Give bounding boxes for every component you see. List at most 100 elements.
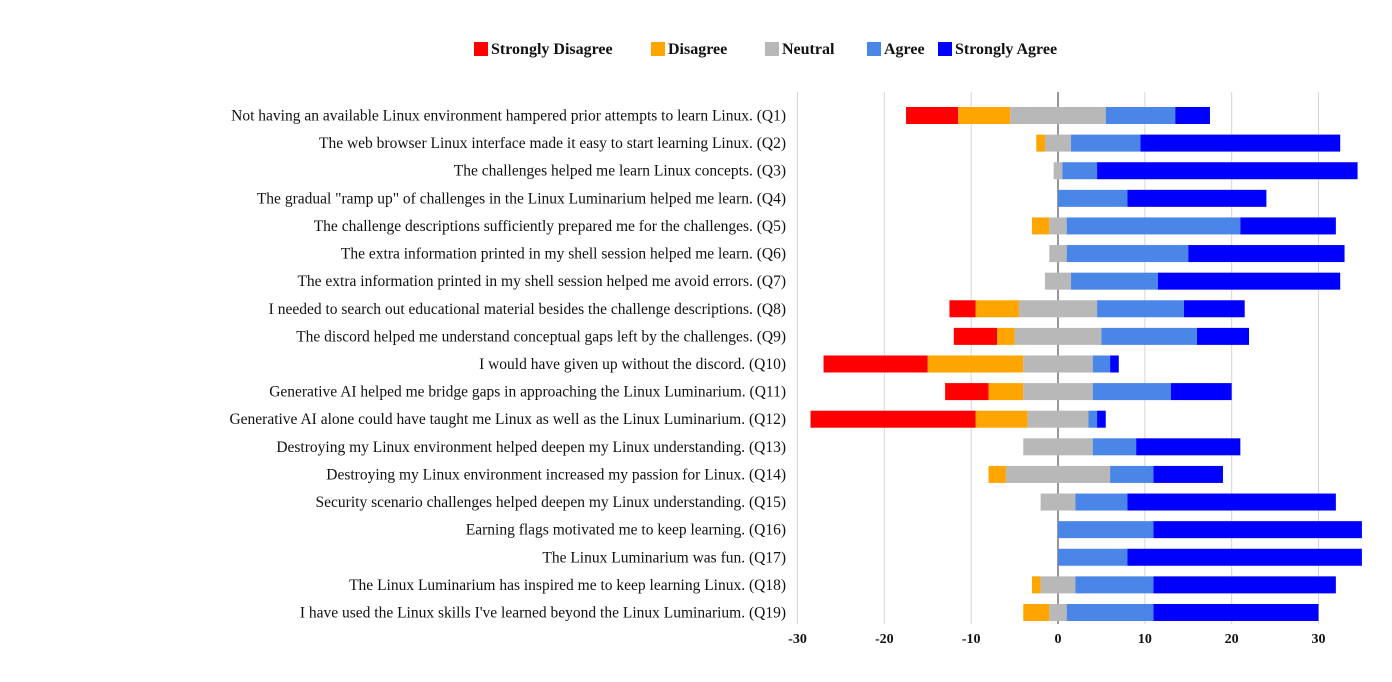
bar-q18-disagree bbox=[1031, 576, 1041, 594]
bar-q4-agree bbox=[1058, 189, 1128, 207]
bar-q8-strongly-disagree bbox=[949, 300, 976, 318]
x-axis-tick-labels: -30 -20 -10 0 10 20 30 bbox=[788, 632, 1325, 647]
bar-q6-agree bbox=[1066, 245, 1189, 263]
bar-q9-neutral bbox=[1014, 327, 1102, 345]
category-label-q8: I needed to search out educational mater… bbox=[269, 301, 786, 318]
legend-label-disagree: Disagree bbox=[668, 41, 727, 58]
bar-q14-strongly-agree bbox=[1153, 465, 1223, 483]
legend-label-strongly-disagree: Strongly Disagree bbox=[491, 41, 613, 58]
bar-q10-neutral bbox=[1023, 355, 1093, 373]
bar-q6-neutral bbox=[1049, 245, 1067, 263]
bar-q12-neutral bbox=[1027, 410, 1089, 428]
category-label-q11: Generative AI helped me bridge gaps in a… bbox=[269, 384, 786, 401]
x-tick-label--30: -30 bbox=[788, 632, 807, 647]
category-label-q13: Destroying my Linux environment helped d… bbox=[276, 439, 786, 456]
bar-q3-neutral bbox=[1053, 162, 1063, 180]
bar-q10-strongly-disagree bbox=[823, 355, 928, 373]
bar-q9-agree bbox=[1101, 327, 1197, 345]
bar-q5-neutral bbox=[1049, 217, 1067, 235]
bar-q6-strongly-agree bbox=[1188, 245, 1345, 263]
bar-q12-strongly-disagree bbox=[810, 410, 976, 428]
bar-q2-disagree bbox=[1036, 134, 1045, 152]
bar-q5-agree bbox=[1066, 217, 1241, 235]
bar-q3-strongly-agree bbox=[1097, 162, 1358, 180]
bar-q12-disagree bbox=[975, 410, 1028, 428]
y-axis-labels: Not having an available Linux environmen… bbox=[229, 108, 786, 622]
bar-q11-strongly-disagree bbox=[945, 383, 989, 401]
bar-q7-agree bbox=[1071, 272, 1158, 290]
bar-q1-disagree bbox=[958, 107, 1011, 124]
bar-q8-agree bbox=[1097, 300, 1184, 318]
bar-q10-disagree bbox=[927, 355, 1024, 373]
bar-q15-strongly-agree bbox=[1127, 493, 1336, 511]
bar-q2-neutral bbox=[1044, 134, 1072, 152]
bar-q2-agree bbox=[1071, 134, 1141, 152]
bar-q8-neutral bbox=[1018, 300, 1098, 318]
category-label-q18: The Linux Luminarium has inspired me to … bbox=[349, 577, 786, 594]
category-label-q14: Destroying my Linux environment increase… bbox=[326, 466, 786, 483]
bar-q18-neutral bbox=[1040, 576, 1076, 594]
bar-q15-neutral bbox=[1040, 493, 1076, 511]
chart-legend: Strongly Disagree Disagree Neutral Agree Str… bbox=[474, 41, 1057, 58]
x-tick-label-10: 10 bbox=[1138, 632, 1152, 647]
category-label-q17: The Linux Luminarium was fun. (Q17) bbox=[542, 549, 786, 566]
x-tick-label-20: 20 bbox=[1225, 632, 1239, 647]
bar-q10-agree bbox=[1092, 355, 1111, 373]
bar-q19-strongly-agree bbox=[1153, 603, 1319, 621]
bars-group bbox=[810, 107, 1362, 621]
bar-q11-neutral bbox=[1023, 383, 1093, 401]
bar-q14-disagree bbox=[988, 465, 1006, 483]
bar-q10-strongly-agree bbox=[1110, 355, 1119, 373]
category-label-q6: The extra information printed in my shel… bbox=[341, 246, 786, 263]
bar-q1-neutral bbox=[1010, 107, 1106, 124]
legend-swatch-neutral bbox=[765, 42, 779, 56]
bar-q14-neutral bbox=[1005, 465, 1111, 483]
legend-label-strongly-agree: Strongly Agree bbox=[955, 41, 1057, 58]
bar-q9-strongly-agree bbox=[1196, 327, 1250, 345]
bar-q14-agree bbox=[1110, 465, 1154, 483]
legend-swatch-disagree bbox=[651, 42, 665, 56]
bar-q7-strongly-agree bbox=[1157, 272, 1341, 290]
bar-q19-neutral bbox=[1049, 603, 1067, 621]
category-label-q4: The gradual "ramp up" of challenges in t… bbox=[257, 190, 786, 207]
x-tick-label--10: -10 bbox=[962, 632, 981, 647]
x-tick-label-30: 30 bbox=[1312, 632, 1326, 647]
bar-q8-strongly-agree bbox=[1183, 300, 1245, 318]
category-label-q2: The web browser Linux interface made it … bbox=[319, 135, 786, 152]
category-label-q7: The extra information printed in my shel… bbox=[297, 273, 786, 290]
bar-q13-neutral bbox=[1023, 438, 1093, 456]
bar-q19-agree bbox=[1066, 603, 1154, 621]
legend-swatch-agree bbox=[867, 42, 881, 56]
bar-q9-disagree bbox=[997, 327, 1015, 345]
bar-q11-strongly-agree bbox=[1170, 383, 1232, 401]
bar-q13-agree bbox=[1092, 438, 1137, 456]
category-label-q19: I have used the Linux skills I've learne… bbox=[300, 604, 786, 621]
bar-q9-strongly-disagree bbox=[953, 327, 998, 345]
legend-swatch-strongly-agree bbox=[938, 42, 952, 56]
bar-q18-agree bbox=[1075, 576, 1154, 594]
category-label-q10: I would have given up without the discor… bbox=[479, 356, 786, 373]
x-tick-label--20: -20 bbox=[875, 632, 894, 647]
bar-q11-disagree bbox=[988, 383, 1024, 401]
bar-q11-agree bbox=[1092, 383, 1171, 401]
bar-q3-agree bbox=[1062, 162, 1098, 180]
bar-q15-agree bbox=[1075, 493, 1128, 511]
bar-q5-disagree bbox=[1031, 217, 1050, 235]
bar-q13-strongly-agree bbox=[1136, 438, 1241, 456]
bar-q17-agree bbox=[1058, 548, 1128, 566]
bar-q4-strongly-agree bbox=[1127, 189, 1267, 207]
bar-q1-agree bbox=[1105, 107, 1176, 124]
legend-label-agree: Agree bbox=[884, 41, 925, 58]
bar-q1-strongly-agree bbox=[1175, 107, 1210, 124]
bar-q18-strongly-agree bbox=[1153, 576, 1336, 594]
category-label-q15: Security scenario challenges helped deep… bbox=[316, 494, 786, 511]
bar-q16-strongly-agree bbox=[1153, 521, 1362, 539]
bar-q7-neutral bbox=[1044, 272, 1072, 290]
bar-q8-disagree bbox=[975, 300, 1019, 318]
category-label-q5: The challenge descriptions sufficiently … bbox=[314, 218, 786, 235]
bar-q2-strongly-agree bbox=[1140, 134, 1341, 152]
bar-q19-disagree bbox=[1023, 603, 1050, 621]
category-label-q1: Not having an available Linux environmen… bbox=[231, 108, 786, 125]
legend-swatch-strongly-disagree bbox=[474, 42, 488, 56]
